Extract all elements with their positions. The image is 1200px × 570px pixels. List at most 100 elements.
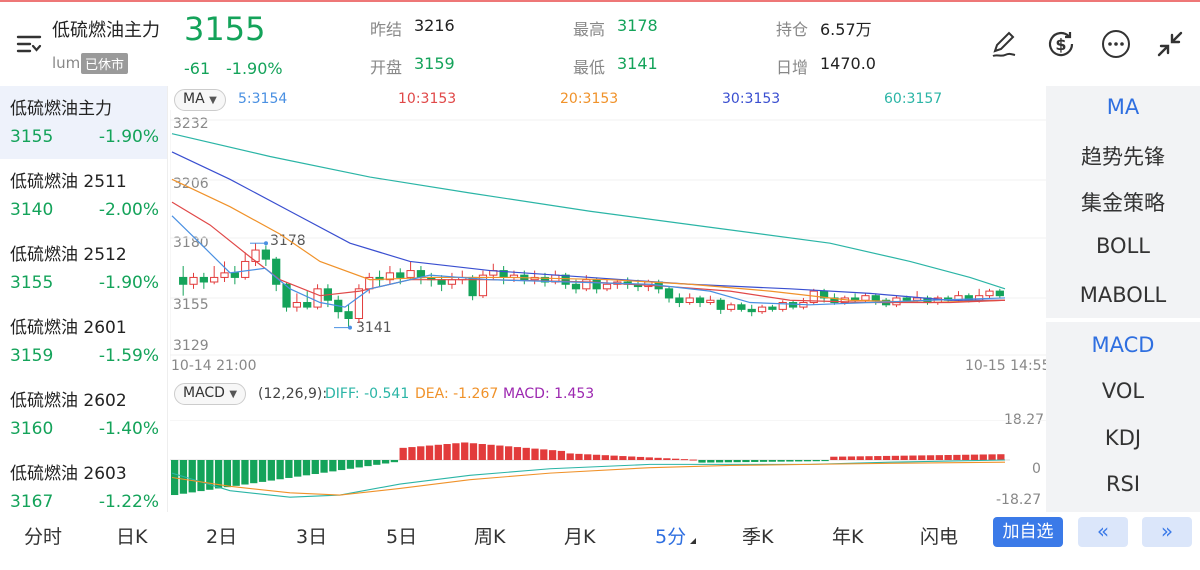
macd-bar bbox=[408, 447, 416, 460]
indicator-trend[interactable]: 趋势先锋 bbox=[1081, 145, 1165, 169]
macd-bar bbox=[540, 449, 548, 460]
candle-body bbox=[303, 302, 312, 308]
stat-label-high: 最高 bbox=[573, 20, 606, 39]
macd-bar bbox=[197, 460, 205, 492]
tab-monthly[interactable]: 月K bbox=[564, 526, 596, 548]
macd-bar bbox=[267, 460, 275, 481]
macd-indicator-label: MACD bbox=[183, 385, 225, 401]
macd-bar bbox=[988, 454, 996, 460]
tab-2day[interactable]: 2日 bbox=[206, 526, 238, 548]
candle-body bbox=[385, 272, 395, 281]
macd-bar bbox=[584, 454, 592, 460]
macd-bar bbox=[206, 460, 214, 490]
contract-row[interactable]: 低硫燃油 2601 3159 -1.59% bbox=[0, 305, 167, 378]
macd-bar bbox=[935, 455, 943, 460]
pen-icon[interactable] bbox=[986, 26, 1022, 62]
more-icon[interactable] bbox=[1098, 26, 1134, 62]
stat-label-prev-settle: 昨结 bbox=[370, 20, 403, 39]
macd-bar bbox=[663, 458, 671, 460]
candle-body bbox=[313, 288, 322, 308]
indicator-rsi[interactable]: RSI bbox=[1105, 472, 1141, 496]
macd-diff-label: DIFF: -0.541 bbox=[325, 386, 410, 402]
macd-bar bbox=[997, 454, 1005, 460]
macd-bar bbox=[918, 455, 926, 460]
macd-bar bbox=[795, 460, 803, 462]
candle-body bbox=[685, 297, 694, 304]
tab-daily[interactable]: 日K bbox=[116, 526, 148, 548]
tab-5day[interactable]: 5日 bbox=[386, 526, 418, 548]
indicator-kdj[interactable]: KDJ bbox=[1104, 426, 1142, 450]
macd-bar bbox=[311, 460, 319, 475]
stat-label-daily-increase: 日增 bbox=[776, 58, 809, 77]
macd-bar bbox=[882, 455, 891, 460]
currency-icon[interactable]: $ bbox=[1043, 26, 1079, 62]
stat-value-open-interest: 6.57万 bbox=[820, 20, 872, 39]
macd-bar bbox=[557, 450, 566, 460]
macd-bar bbox=[381, 460, 390, 464]
tab-3day[interactable]: 3日 bbox=[296, 526, 328, 548]
macd-bar bbox=[496, 445, 504, 460]
candle-body bbox=[975, 295, 984, 301]
candle-body bbox=[282, 283, 291, 308]
macd-bar bbox=[970, 454, 979, 460]
candle-body bbox=[406, 270, 415, 278]
indicator-strategy[interactable]: 集金策略 bbox=[1081, 191, 1165, 215]
tab-intraday[interactable]: 分时 bbox=[24, 526, 63, 548]
macd-bar bbox=[364, 460, 372, 467]
macd-y-mid: 0 bbox=[1032, 461, 1041, 477]
ma20-label: 20:3153 bbox=[560, 91, 619, 107]
low-dot bbox=[348, 325, 352, 330]
kline-chart[interactable] bbox=[170, 110, 1046, 360]
add-watchlist-button[interactable]: 加自选 bbox=[993, 517, 1063, 547]
indicator-maboll[interactable]: MABOLL bbox=[1079, 283, 1167, 307]
candle-body bbox=[396, 272, 405, 278]
indicator-vol[interactable]: VOL bbox=[1101, 379, 1145, 403]
contract-row[interactable]: 低硫燃油 2511 3140 -2.00% bbox=[0, 159, 167, 232]
last-price: 3155 bbox=[184, 10, 266, 48]
contract-price: 3155 bbox=[10, 273, 54, 293]
macd-bar bbox=[461, 442, 469, 460]
macd-indicator-dropdown[interactable]: MACD ▼ bbox=[174, 383, 247, 405]
contract-row[interactable]: 低硫燃油 2603 3167 -1.22% bbox=[0, 451, 167, 512]
tab-5min[interactable]: 5分 bbox=[655, 526, 687, 548]
contract-row[interactable]: 低硫燃油 2602 3160 -1.40% bbox=[0, 378, 167, 451]
prev-page-button[interactable]: « bbox=[1078, 517, 1128, 547]
candle-body bbox=[230, 272, 239, 278]
indicator-boll[interactable]: BOLL bbox=[1096, 234, 1150, 258]
indicator-ma[interactable]: MA bbox=[1106, 95, 1140, 119]
next-page-button[interactable]: » bbox=[1142, 517, 1192, 547]
collapse-icon[interactable] bbox=[1152, 26, 1188, 62]
ma5-label: 5:3154 bbox=[238, 91, 288, 107]
macd-bar bbox=[645, 457, 653, 460]
tab-flash[interactable]: 闪电 bbox=[920, 526, 959, 548]
macd-bar bbox=[812, 460, 820, 462]
macd-bar bbox=[636, 456, 645, 460]
candle-body bbox=[179, 276, 188, 285]
candle-body bbox=[995, 290, 1004, 297]
candle-body bbox=[592, 279, 601, 290]
indicator-macd[interactable]: MACD bbox=[1091, 333, 1155, 357]
candle-body bbox=[199, 276, 208, 283]
menu-icon[interactable] bbox=[16, 32, 42, 56]
macd-chart[interactable] bbox=[170, 420, 1046, 510]
tab-yearly[interactable]: 年K bbox=[832, 526, 864, 548]
macd-bar bbox=[188, 460, 196, 493]
ma-indicator-dropdown[interactable]: MA ▼ bbox=[174, 89, 226, 111]
low-price-marker: 3141 bbox=[356, 320, 392, 336]
candle-body bbox=[747, 308, 756, 313]
candle-body bbox=[706, 299, 715, 304]
macd-bar bbox=[847, 456, 856, 460]
contract-row[interactable]: 低硫燃油 2512 3155 -1.90% bbox=[0, 232, 167, 305]
candle-body bbox=[272, 258, 281, 285]
candle-body bbox=[675, 297, 684, 304]
macd-bar bbox=[759, 460, 768, 462]
stat-value-low: 3141 bbox=[617, 54, 658, 73]
tab-weekly[interactable]: 周K bbox=[474, 526, 506, 548]
macd-bar bbox=[390, 460, 399, 463]
macd-bar bbox=[302, 460, 311, 476]
macd-bar bbox=[505, 446, 513, 460]
contract-row[interactable]: 低硫燃油主力 3155 -1.90% bbox=[0, 86, 167, 159]
tab-quarterly[interactable]: 季K bbox=[742, 526, 774, 548]
ma60-line bbox=[171, 133, 1006, 290]
stat-value-prev-settle: 3216 bbox=[414, 16, 455, 35]
